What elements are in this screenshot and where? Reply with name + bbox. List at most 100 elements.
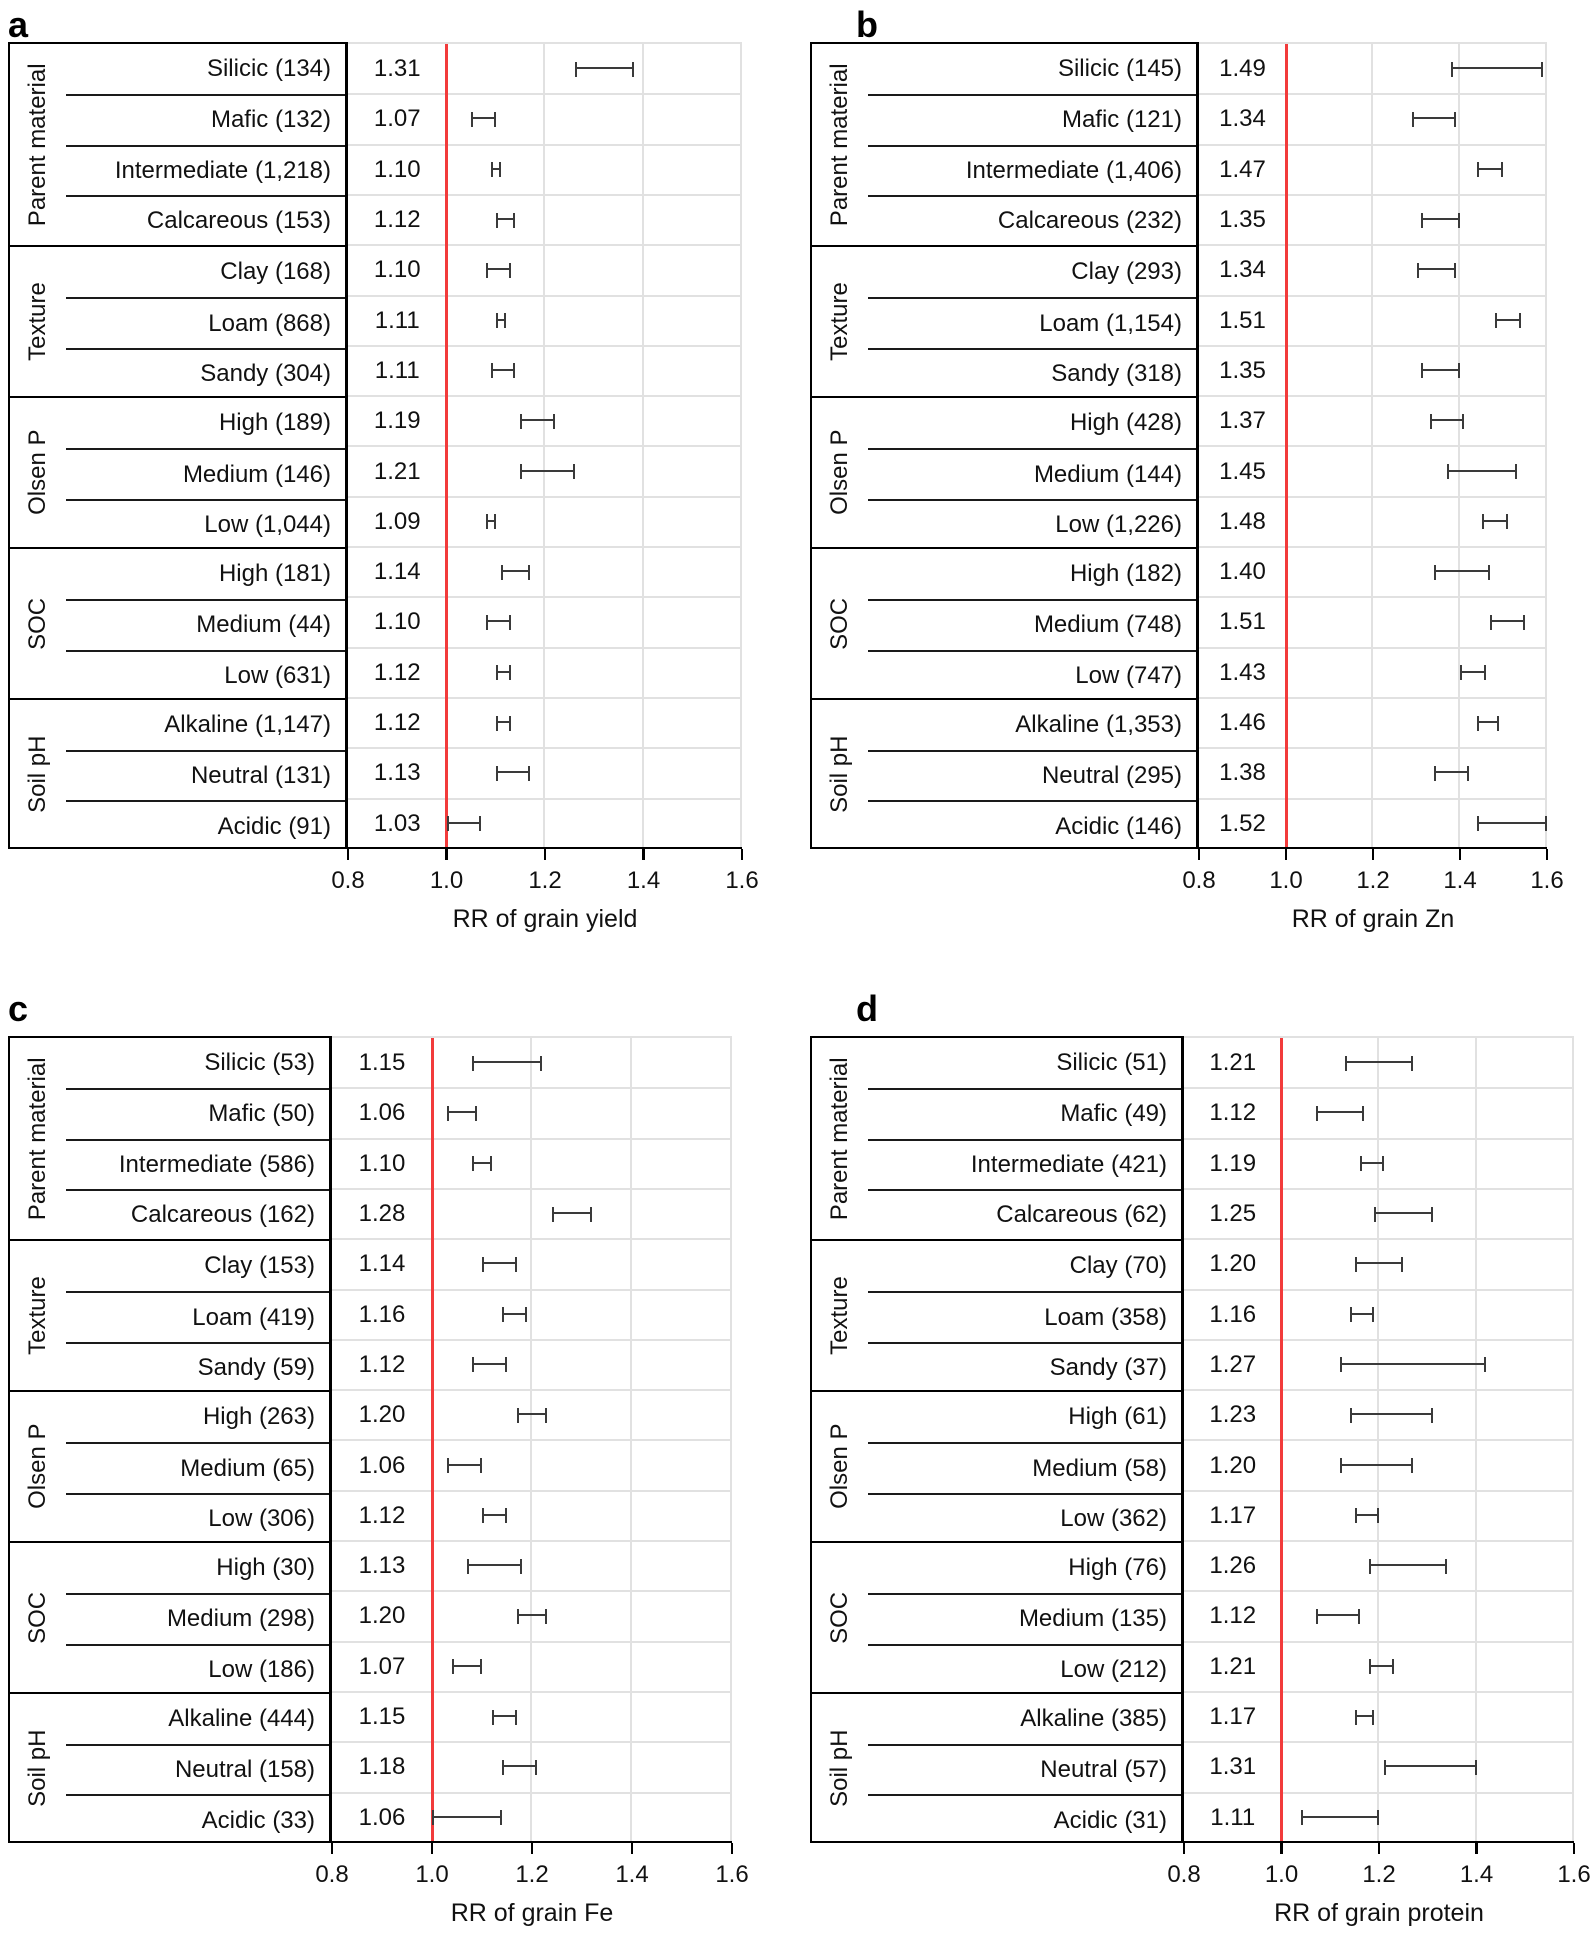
rr-value: 1.10 <box>373 256 421 284</box>
error-bar <box>482 1508 507 1524</box>
row-label: Alkaline (1,147) <box>164 711 331 739</box>
group-label: Soil pH <box>24 1729 51 1808</box>
gridline <box>1199 244 1547 247</box>
row-label: Silicic (53) <box>204 1049 315 1077</box>
group-label: Texture <box>24 1276 51 1355</box>
axis-tick <box>1197 849 1201 861</box>
gridline <box>1184 1338 1574 1341</box>
row-label: Neutral (131) <box>66 750 345 800</box>
group-olsen-p: Olsen P High (263) Medium (65) Low (306) <box>10 1390 329 1541</box>
error-bar <box>1416 262 1456 278</box>
rr-value: 1.20 <box>358 1602 406 1630</box>
gridline <box>348 193 742 196</box>
error-bar <box>495 715 511 731</box>
row-label: Mafic (132) <box>66 94 345 144</box>
error-bar-line <box>1356 1513 1377 1516</box>
group-parent-material: Parent material Silicic (134) Mafic (132) I… <box>10 44 345 245</box>
rr-value: 1.17 <box>1209 1703 1257 1731</box>
row-label: Acidic (33) <box>66 1794 329 1844</box>
gridline <box>332 1590 732 1593</box>
axis-tick <box>1545 849 1549 861</box>
gridline <box>1184 1087 1574 1090</box>
row-label: Acidic (91) <box>66 800 345 850</box>
error-bar-line <box>1479 721 1498 724</box>
axis-tick-label: 1.4 <box>1443 866 1477 894</box>
error-bar <box>447 1105 477 1121</box>
error-bar <box>467 1558 522 1574</box>
gridline <box>1184 1389 1574 1392</box>
row-label: High (182) <box>1069 560 1182 588</box>
error-bar-line <box>473 117 494 120</box>
gridline <box>348 546 742 548</box>
rr-value: 1.34 <box>1219 105 1266 133</box>
group-soc: SOC High (181) Medium (44) Low (631) <box>10 547 345 698</box>
group-label: Parent material <box>24 63 51 226</box>
row-label: Intermediate (421) <box>868 1138 1181 1189</box>
error-bar <box>1490 614 1526 630</box>
panel-d: d Parent material Silicic (51) Mafic (49) I… <box>810 988 1590 1938</box>
error-bar <box>472 1357 507 1373</box>
row-label: Intermediate (586) <box>66 1138 329 1189</box>
row-label: Medium (298) <box>66 1593 329 1643</box>
error-bar <box>452 1659 482 1675</box>
group-olsen-p: Olsen P High (189) Medium (146) Low (1,044) <box>10 396 345 547</box>
axis-tick-label: 1.6 <box>715 1860 749 1888</box>
axis-tick <box>1371 849 1375 861</box>
row-label: Calcareous (162) <box>66 1188 329 1239</box>
row-label: Intermediate (1,406) <box>868 144 1196 195</box>
gridline <box>1184 1791 1574 1794</box>
error-bar-line <box>576 67 632 70</box>
gridline <box>348 696 742 699</box>
row-label: Medium (146) <box>66 448 345 498</box>
error-bar-line <box>554 1212 590 1215</box>
rr-value: 1.43 <box>1219 658 1266 686</box>
rr-value: 1.12 <box>358 1501 406 1529</box>
error-bar-line <box>504 1312 525 1315</box>
error-bar <box>1420 212 1460 228</box>
error-bar <box>520 413 555 429</box>
rr-value: 1.51 <box>1219 608 1266 636</box>
error-bar <box>1374 1206 1433 1222</box>
row-label: Alkaline (385) <box>1020 1705 1167 1733</box>
error-bar-line <box>1361 1161 1382 1164</box>
row-label: Loam (1,154) <box>868 297 1196 347</box>
gridline <box>1184 1238 1574 1241</box>
plot-area: 1.49 1.34 1.47 1.35 1.34 1.51 1.35 1.37 1.45 1.48… <box>1199 42 1547 847</box>
error-bar-line <box>1342 1463 1412 1466</box>
x-axis <box>8 1840 732 1844</box>
error-bar <box>490 363 516 379</box>
error-bar-line <box>484 1262 515 1265</box>
group-parent-material: Parent material Silicic (51) Mafic (49) Int… <box>812 1038 1181 1239</box>
gridline <box>348 495 742 498</box>
plot-area: 1.31 1.07 1.10 1.12 1.10 1.11 1.11 1.19 1.21 1.09… <box>348 42 742 847</box>
row-label: High (189) <box>218 409 331 437</box>
gridline <box>1199 93 1547 96</box>
gridline <box>348 596 742 599</box>
rr-value: 1.15 <box>358 1049 406 1077</box>
error-bar <box>472 1055 542 1071</box>
error-bar <box>1477 816 1547 832</box>
category-table: Parent material Silicic (53) Mafic (50) Int… <box>8 1036 332 1841</box>
error-bar <box>1359 1156 1384 1172</box>
error-bar <box>1481 514 1508 530</box>
row-label: High (181) <box>218 560 331 588</box>
axis-tick-label: 1.6 <box>1530 866 1564 894</box>
group-soil-ph: Soil pH Alkaline (444) Neutral (158) Acidic… <box>10 1691 329 1844</box>
gridline <box>348 244 742 247</box>
group-label: Parent material <box>826 1057 853 1220</box>
gridline <box>348 395 742 398</box>
gridline <box>348 646 742 649</box>
error-bar-line <box>497 670 509 673</box>
row-label: Calcareous (62) <box>868 1188 1181 1239</box>
row-label: Clay (293) <box>1071 258 1182 286</box>
error-bar-line <box>1431 419 1463 422</box>
group-label: Texture <box>24 282 51 361</box>
axis-tick-label: 1.0 <box>415 1860 449 1888</box>
rr-value: 1.07 <box>358 1652 406 1680</box>
error-bar-line <box>1351 1312 1373 1315</box>
row-label: Intermediate (1,218) <box>66 144 345 195</box>
error-bar-line <box>1351 1413 1431 1416</box>
row-label: Silicic (145) <box>1057 55 1182 83</box>
rr-value: 1.20 <box>1209 1250 1257 1278</box>
row-label: Calcareous (232) <box>868 194 1196 245</box>
